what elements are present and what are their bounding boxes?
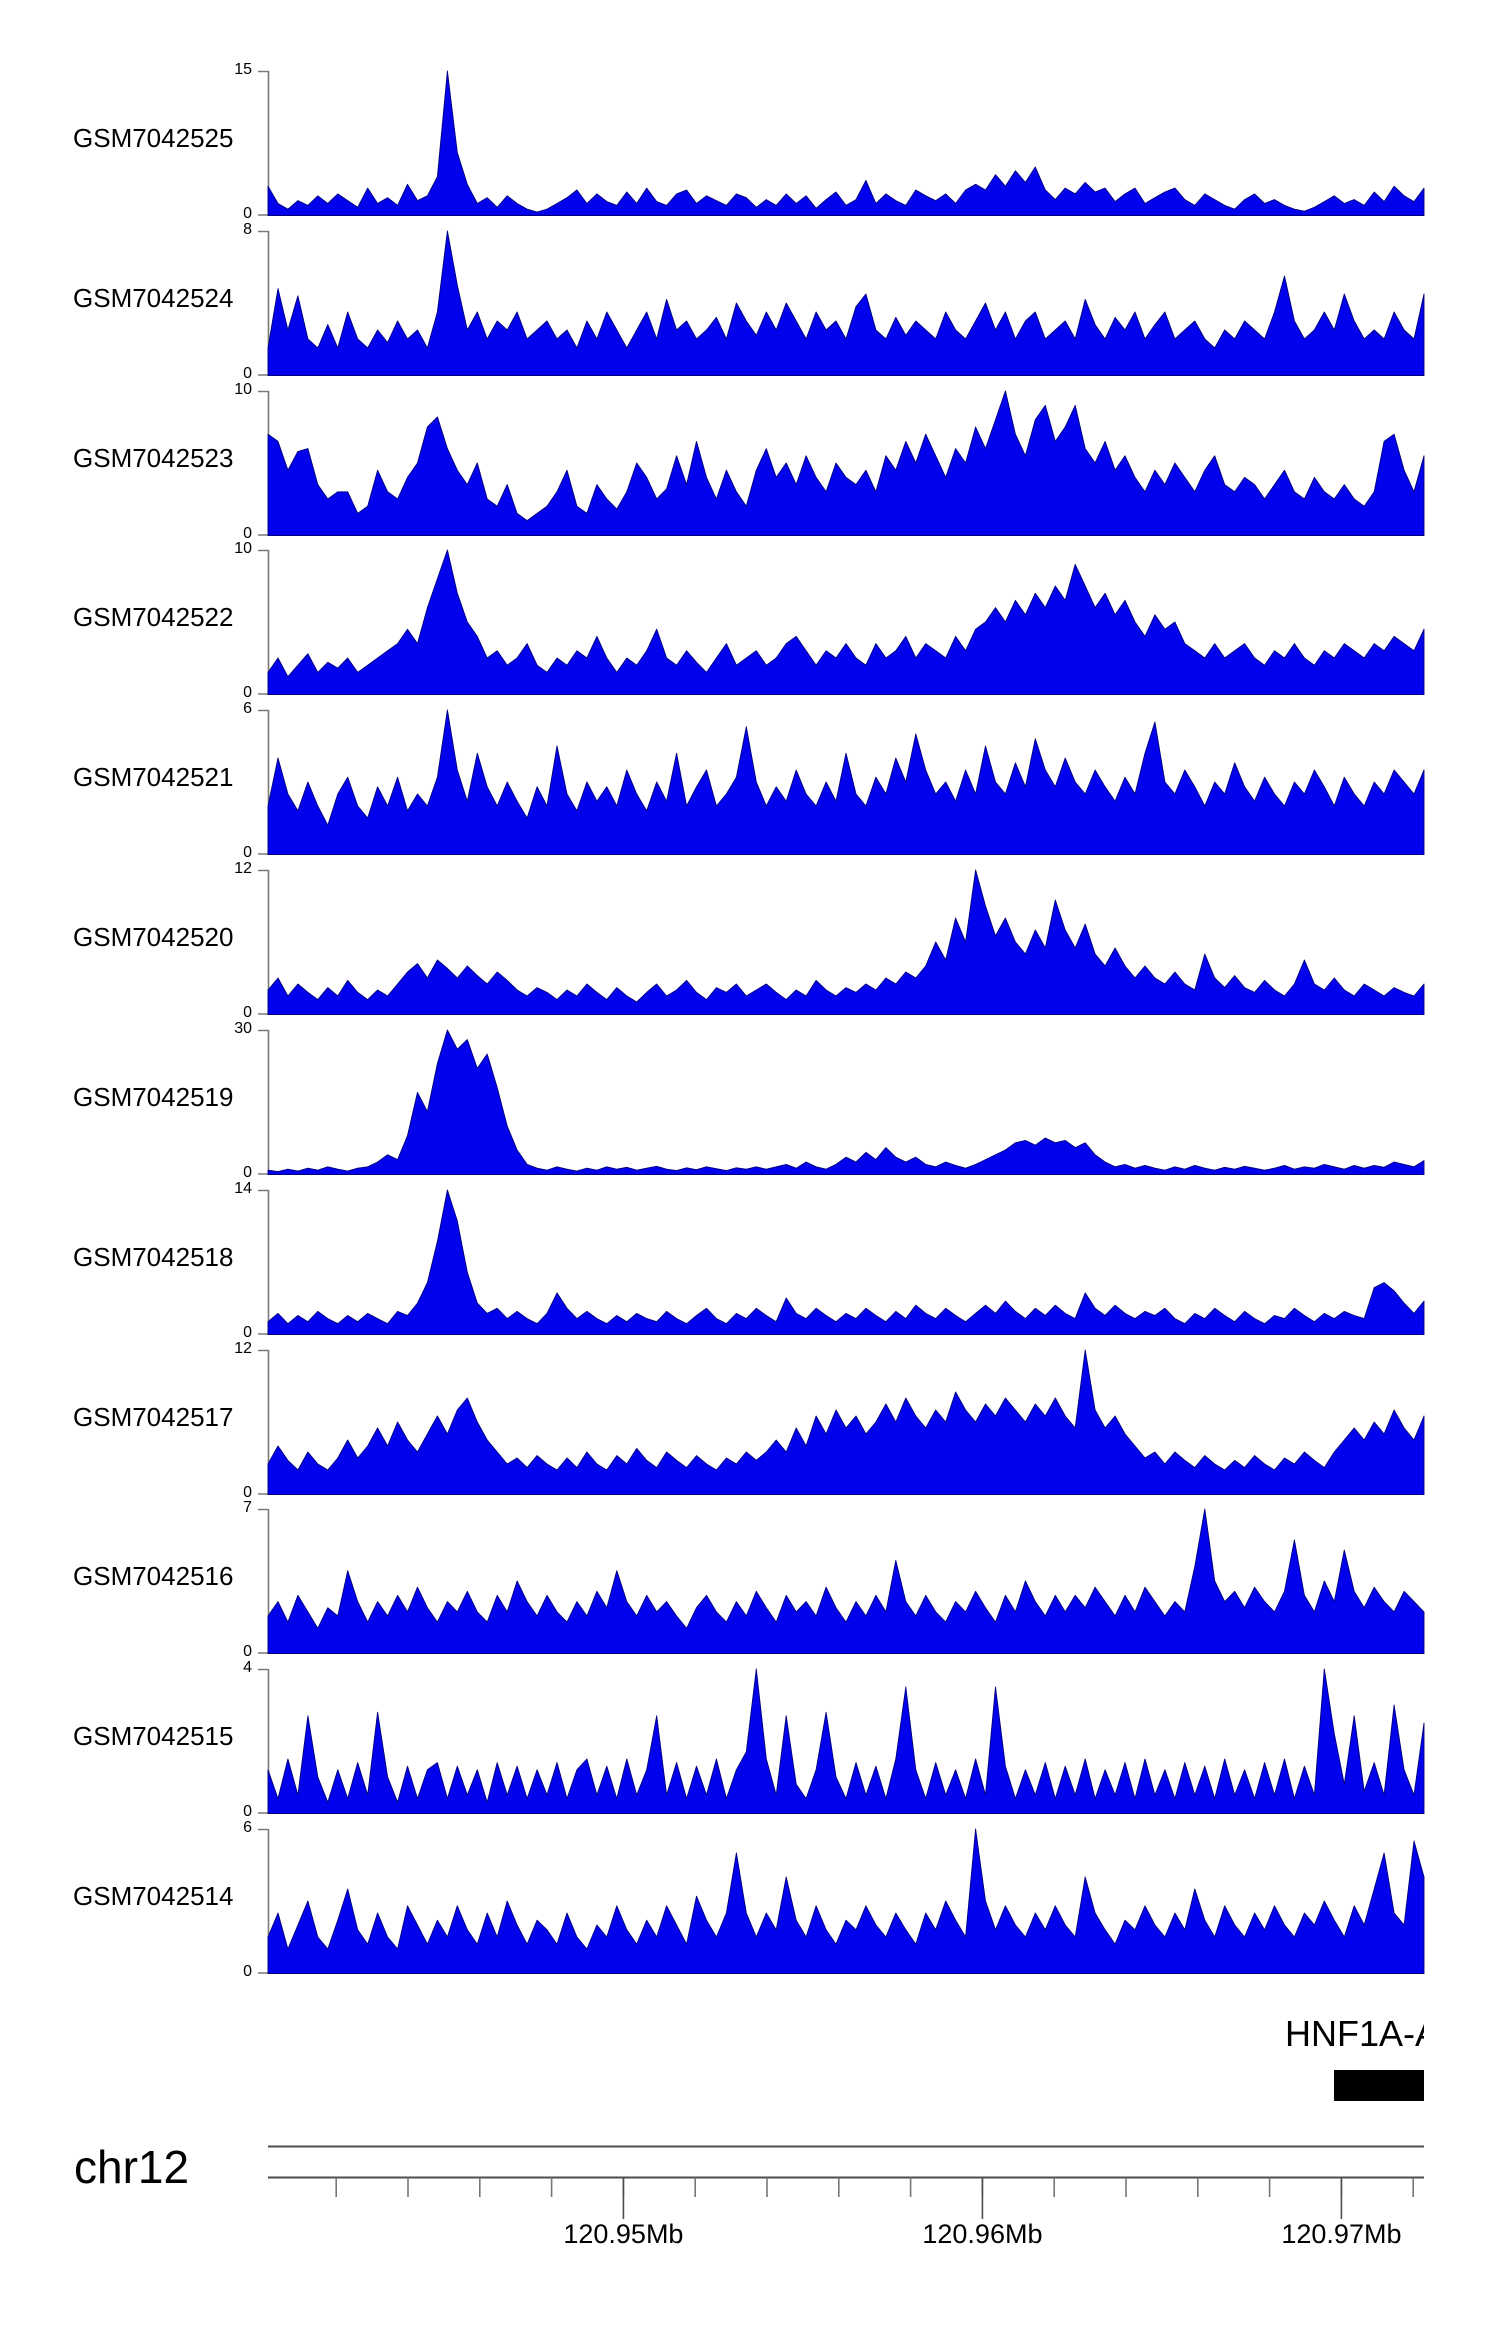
track-sample-label: GSM7042515 — [73, 1721, 234, 1751]
y-axis-zero-label: 0 — [243, 525, 252, 542]
coverage-area-chart — [258, 549, 1425, 695]
track-row: GSM7042522 10 0 — [0, 541, 1500, 701]
y-axis-max-label: 8 — [243, 221, 252, 238]
y-axis-max-label: 6 — [243, 1819, 252, 1836]
track-y-axis — [258, 1349, 270, 1495]
coverage-polygon — [267, 549, 1425, 695]
coverage-polygon — [267, 1508, 1425, 1654]
y-axis-zero-label: 0 — [243, 1164, 252, 1181]
coverage-area-chart — [258, 1029, 1425, 1175]
y-axis-zero-label: 0 — [243, 205, 252, 222]
track-row: GSM7042515 4 0 — [0, 1660, 1500, 1820]
track-row: GSM7042521 6 0 — [0, 701, 1500, 861]
y-axis-max-label: 14 — [234, 1180, 252, 1197]
coverage-polygon — [267, 230, 1425, 376]
ruler-tick-label: 120.96Mb — [922, 2219, 1042, 2249]
coverage-polygon — [267, 1189, 1425, 1335]
y-axis-zero-label: 0 — [243, 365, 252, 382]
y-axis-zero-label: 0 — [243, 1643, 252, 1660]
track-y-axis — [258, 390, 270, 536]
track-row: GSM7042514 6 0 — [0, 1820, 1500, 1980]
track-sample-label: GSM7042521 — [73, 762, 234, 792]
coverage-polygon — [267, 1668, 1425, 1814]
coverage-area-chart — [258, 1189, 1425, 1335]
track-row: GSM7042518 14 0 — [0, 1181, 1500, 1341]
y-axis-max-label: 4 — [243, 1659, 252, 1676]
track-row: GSM7042520 12 0 — [0, 861, 1500, 1021]
track-sample-label: GSM7042520 — [73, 922, 234, 952]
genome-axis-ruler: 120.95Mb 120.96Mb 120.97Mb — [268, 2145, 1424, 2249]
track-row: GSM7042523 10 0 — [0, 382, 1500, 542]
coverage-area-chart — [258, 70, 1425, 216]
y-axis-max-label: 10 — [234, 381, 252, 398]
coverage-area-chart — [258, 1508, 1425, 1654]
track-sample-label: GSM7042525 — [73, 123, 234, 153]
ruler-tick-label: 120.97Mb — [1281, 2219, 1401, 2249]
track-sample-label: GSM7042518 — [73, 1242, 234, 1272]
track-y-axis — [258, 869, 270, 1015]
coverage-area-chart — [258, 1668, 1425, 1814]
y-axis-zero-label: 0 — [243, 1803, 252, 1820]
track-sample-label: GSM7042522 — [73, 602, 234, 632]
coverage-polygon — [267, 869, 1425, 1015]
track-row: GSM7042517 12 0 — [0, 1341, 1500, 1501]
gene-name-label: HNF1A-A — [1285, 2013, 1424, 2054]
chromosome-label: chr12 — [74, 2141, 190, 2193]
track-row: GSM7042524 8 0 — [0, 222, 1500, 382]
track-y-axis — [258, 1508, 270, 1654]
gene-body-box — [1334, 2070, 1424, 2101]
track-y-axis — [258, 1189, 270, 1335]
track-row: GSM7042516 7 0 — [0, 1500, 1500, 1660]
y-axis-zero-label: 0 — [243, 1484, 252, 1501]
track-y-axis — [258, 709, 270, 855]
y-axis-zero-label: 0 — [243, 1963, 252, 1980]
track-row: GSM7042525 15 0 — [0, 62, 1500, 222]
track-sample-label: GSM7042523 — [73, 443, 234, 473]
track-y-axis — [258, 1668, 270, 1814]
track-sample-label: GSM7042517 — [73, 1402, 234, 1432]
track-y-axis — [258, 1828, 270, 1974]
y-axis-max-label: 12 — [234, 860, 252, 877]
coverage-area-chart — [258, 390, 1425, 536]
track-row: GSM7042519 30 0 — [0, 1021, 1500, 1181]
track-sample-label: GSM7042524 — [73, 283, 234, 313]
y-axis-zero-label: 0 — [243, 1324, 252, 1341]
coverage-polygon — [267, 70, 1425, 216]
coverage-polygon — [267, 390, 1425, 536]
track-y-axis — [258, 230, 270, 376]
coverage-polygon — [267, 709, 1425, 855]
track-y-axis — [258, 70, 270, 216]
y-axis-max-label: 6 — [243, 700, 252, 717]
y-axis-max-label: 12 — [234, 1340, 252, 1357]
coverage-area-chart — [258, 1349, 1425, 1495]
coverage-polygon — [267, 1349, 1425, 1495]
track-y-axis — [258, 1029, 270, 1175]
track-sample-label: GSM7042516 — [73, 1561, 234, 1591]
ruler-tick-label: 120.95Mb — [563, 2219, 683, 2249]
coverage-polygon — [267, 1828, 1425, 1974]
track-y-axis — [258, 549, 270, 695]
y-axis-max-label: 7 — [243, 1499, 252, 1516]
y-axis-zero-label: 0 — [243, 844, 252, 861]
y-axis-max-label: 10 — [234, 540, 252, 557]
coverage-area-chart — [258, 1828, 1425, 1974]
coverage-area-chart — [258, 709, 1425, 855]
track-sample-label: GSM7042519 — [73, 1082, 234, 1112]
coverage-polygon — [267, 1029, 1425, 1175]
y-axis-zero-label: 0 — [243, 684, 252, 701]
coverage-area-chart — [258, 869, 1425, 1015]
y-axis-max-label: 30 — [234, 1020, 252, 1037]
y-axis-zero-label: 0 — [243, 1004, 252, 1021]
track-sample-label: GSM7042514 — [73, 1881, 234, 1911]
y-axis-max-label: 15 — [234, 61, 252, 78]
coverage-area-chart — [258, 230, 1425, 376]
gene-annotation-region: HNF1A-A — [0, 1995, 1424, 2110]
